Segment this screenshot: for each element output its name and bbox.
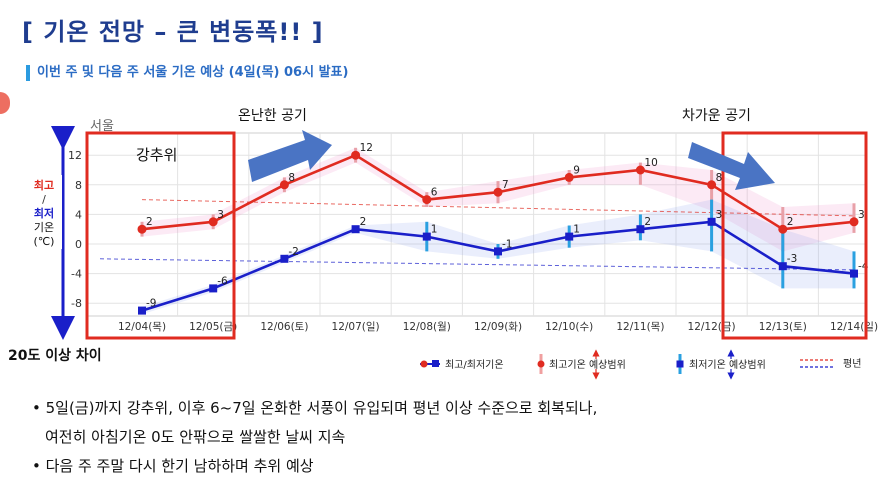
page-title: [ 기온 전망 – 큰 변동폭!! ] [22, 18, 324, 46]
slide-marker [0, 92, 10, 114]
max-point [564, 172, 574, 182]
max-data-label: 7 [502, 179, 509, 191]
min-data-label: -9 [146, 298, 156, 310]
max-point [707, 180, 717, 190]
max-data-label: 12 [360, 142, 373, 154]
min-data-label: 2 [360, 216, 367, 228]
min-data-label: -6 [217, 275, 228, 287]
warm-air-arrow [248, 130, 332, 182]
min-point [565, 232, 574, 241]
max-point [849, 217, 859, 227]
max-data-label: 3 [217, 209, 224, 221]
x-tick-label: 12/04(목) [118, 321, 166, 333]
max-point [351, 150, 361, 160]
legend-min-range-label: 최저기온 예상범위 [689, 358, 766, 371]
max-point [137, 224, 147, 234]
ylabel-slash: / [42, 193, 46, 206]
cold-air-label: 차가운 공기 [682, 108, 751, 124]
y-tick-label: 8 [75, 179, 82, 192]
min-data-label: -4 [858, 261, 869, 273]
legend-normal-label: 평년 [843, 358, 861, 370]
x-tick-labels: 12/04(목) 12/05(금) 12/06(토) 12/07(일) 12/08(월)… [118, 320, 878, 333]
legend-obs-label: 최고/최저기온 [445, 359, 504, 371]
y-tick-label: -4 [71, 268, 82, 281]
min-point [138, 306, 146, 315]
warm-air-label: 온난한 공기 [238, 108, 307, 124]
max-data-label: 3 [858, 209, 865, 221]
max-data-label: 2 [787, 216, 794, 228]
max-data-label: 10 [644, 157, 657, 169]
x-tick-label: 12/11(목) [616, 321, 664, 333]
cold-box-right [721, 131, 868, 340]
legend-obs-blue-marker [432, 360, 439, 367]
grid [86, 133, 866, 316]
legend: 최고/최저기온 최고기온 예상범위 최저기온 예상범위 평년 [420, 349, 861, 380]
legend-max-range-label: 최고기온 예상범위 [549, 358, 626, 371]
min-point [209, 284, 218, 293]
max-data-label: 8 [288, 172, 295, 184]
summary-bullets: • 5일(금)까지 강추위, 이후 6~7일 온화한 서풍이 유입되며 평년 이… [32, 394, 597, 481]
ylabel-max: 최고 [34, 178, 54, 192]
x-tick-label: 12/12(금) [688, 321, 736, 333]
min-point [494, 247, 502, 256]
legend-max-range-marker [537, 360, 545, 368]
min-point [636, 225, 645, 234]
x-tick-label: 12/10(수) [545, 321, 593, 333]
min-data-label: 1 [431, 224, 438, 236]
min-point [850, 269, 858, 278]
y-tick-label: 4 [75, 208, 82, 221]
min-data-label: -1 [502, 238, 512, 250]
diff-label: 20도 이상 차이 [8, 347, 102, 364]
min-data-label: 1 [573, 224, 580, 236]
bullet-2: 여전히 아침기온 0도 안팎으로 쌀쌀한 날씨 지속 [45, 428, 346, 446]
cold-label: 강추위 [136, 146, 177, 164]
bullet-3: • 다음 주 주말 다시 한기 남하하며 추위 예상 [32, 457, 314, 475]
page-subtitle: 이번 주 및 다음 주 서울 기온 예상 (4일(목) 06시 발표) [26, 65, 348, 81]
x-tick-label: 12/14(일) [830, 320, 878, 333]
max-data-label: 8 [716, 172, 723, 184]
x-tick-label: 12/05(금) [189, 321, 237, 333]
cold-box-left [85, 131, 236, 340]
legend-obs-red-marker [420, 360, 428, 368]
x-tick-label: 12/09(화) [474, 321, 522, 333]
max-point [208, 217, 218, 227]
min-point [280, 254, 289, 263]
min-data-label: 3 [716, 209, 723, 221]
max-point [635, 165, 645, 175]
min-data-label: -3 [787, 253, 797, 265]
min-point [707, 217, 716, 226]
max-point [279, 180, 289, 190]
x-tick-label: 12/08(월) [403, 321, 451, 333]
x-tick-label: 12/13(토) [759, 321, 807, 333]
ylabel-min: 최저 [34, 206, 54, 220]
min-point [422, 232, 431, 241]
max-data-label: 2 [146, 216, 153, 228]
legend-min-range-marker [676, 360, 684, 368]
bullet-1: • 5일(금)까지 강추위, 이후 6~7일 온화한 서풍이 유입되며 평년 이… [32, 399, 598, 417]
y-tick-label: 12 [68, 149, 82, 162]
ylabel-unit: (℃) [34, 235, 55, 248]
max-point [778, 224, 788, 234]
ylabel-temp: 기온 [34, 221, 54, 234]
min-data-label: -2 [288, 246, 298, 258]
x-tick-label: 12/06(토) [260, 321, 308, 333]
max-data-label: 6 [431, 187, 438, 199]
min-point [351, 225, 360, 234]
x-tick-label: 12/07(일) [332, 320, 380, 333]
y-tick-label: 0 [75, 238, 82, 251]
y-tick-labels: -8 -4 0 4 8 12 [68, 149, 82, 310]
y-tick-label: -8 [71, 297, 82, 310]
ylabel-bg [28, 175, 62, 249]
cold-air-arrow [688, 142, 775, 190]
min-data-label: 2 [644, 216, 651, 228]
max-point [422, 195, 432, 205]
max-point [493, 187, 503, 197]
min-point [778, 262, 787, 271]
city-label: 서울 [90, 119, 114, 134]
max-data-label: 9 [573, 164, 580, 176]
